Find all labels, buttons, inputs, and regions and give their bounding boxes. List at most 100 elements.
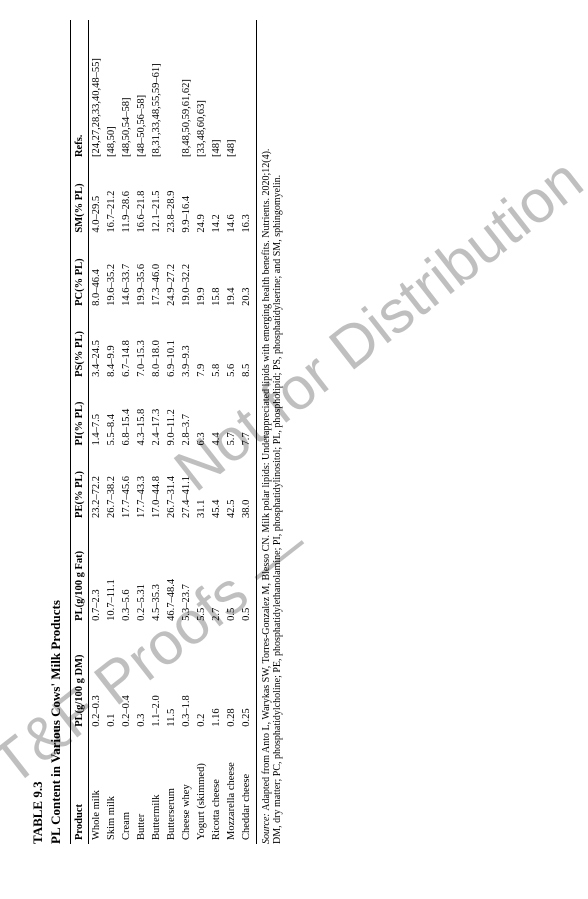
column-header: PI(% PL)	[71, 381, 89, 450]
product-cell: Cream	[119, 731, 134, 844]
value-cell: [8,48,50,59,61,62]	[179, 20, 194, 161]
value-cell: 3.4–24.5	[89, 310, 105, 381]
column-header: PS(% PL)	[71, 310, 89, 381]
table-title: PL Content in Various Cows' Milk Product…	[48, 20, 64, 844]
value-cell: 4.5–35.3	[149, 522, 164, 625]
value-cell: 0.1	[104, 625, 119, 731]
value-cell: 15.8	[209, 237, 224, 310]
table-row: Cream0.2–0.40.3–5.617.7–45.66.8–15.46.7–…	[119, 20, 134, 844]
column-header: PC(% PL)	[71, 237, 89, 310]
value-cell: 14.6	[224, 161, 239, 237]
product-cell: Yogurt (skimmed)	[194, 731, 209, 844]
column-header: Product	[71, 731, 89, 844]
value-cell: 17.7–43.3	[134, 449, 149, 521]
value-cell: 24.9–27.2	[164, 237, 179, 310]
product-cell: Skim milk	[104, 731, 119, 844]
value-cell: 6.7–14.8	[119, 310, 134, 381]
value-cell: 19.6–35.2	[104, 237, 119, 310]
value-cell: 0.3	[134, 625, 149, 731]
product-cell: Mozzarella cheese	[224, 731, 239, 844]
value-cell: 4.4	[209, 381, 224, 450]
column-header: PL(g/100 g DM)	[71, 625, 89, 731]
value-cell	[164, 20, 179, 161]
value-cell: 4.0–29.5	[89, 161, 105, 237]
value-cell: 17.0–44.8	[149, 449, 164, 521]
product-cell: Butterserum	[164, 731, 179, 844]
value-cell: [24,27,28,33,40,48–55]	[89, 20, 105, 161]
value-cell: 12.1–21.5	[149, 161, 164, 237]
value-cell: 0.25	[239, 625, 257, 731]
value-cell: 5.5	[194, 522, 209, 625]
value-cell: 4.3–15.8	[134, 381, 149, 450]
source-text-2: DM, dry matter; PC, phosphatidylcholine;…	[272, 175, 283, 844]
value-cell: [33,48,60,63]	[194, 20, 209, 161]
column-header: SM(% PL)	[71, 161, 89, 237]
value-cell: 8.0–46.4	[89, 237, 105, 310]
value-cell: 2.8–3.7	[179, 381, 194, 450]
value-cell: 11.9–28.6	[119, 161, 134, 237]
value-cell: 11.5	[164, 625, 179, 731]
value-cell: 16.7–21.2	[104, 161, 119, 237]
column-header: PL(g/100 g Fat)	[71, 522, 89, 625]
product-cell: Cheddar cheese	[239, 731, 257, 844]
table-row: Cheese whey0.3–1.85.3–23.727.4–41.12.8–3…	[179, 20, 194, 844]
value-cell: 8.5	[239, 310, 257, 381]
value-cell: 7.9	[194, 310, 209, 381]
value-cell: 0.2–0.4	[119, 625, 134, 731]
value-cell: 17.7–45.6	[119, 449, 134, 521]
value-cell: 26.7–31.4	[164, 449, 179, 521]
value-cell: [48,50,54–58]	[119, 20, 134, 161]
value-cell: 10.7–11.1	[104, 522, 119, 625]
value-cell: 7.7	[239, 381, 257, 450]
value-cell: 8.0–18.0	[149, 310, 164, 381]
table-row: Yogurt (skimmed)0.25.531.16.37.919.924.9…	[194, 20, 209, 844]
product-cell: Butter	[134, 731, 149, 844]
value-cell: 0.2–0.3	[89, 625, 105, 731]
table-row: Skim milk0.110.7–11.126.7–38.25.5–8.48.4…	[104, 20, 119, 844]
value-cell: 7.0–15.3	[134, 310, 149, 381]
value-cell: 5.5–8.4	[104, 381, 119, 450]
source-label: Source:	[261, 813, 272, 844]
value-cell: 6.3	[194, 381, 209, 450]
value-cell: 6.8–15.4	[119, 381, 134, 450]
value-cell: 20.3	[239, 237, 257, 310]
value-cell: [48–50,56–58]	[134, 20, 149, 161]
value-cell: 38.0	[239, 449, 257, 521]
column-header: Refs.	[71, 20, 89, 161]
value-cell: 23.2–72.2	[89, 449, 105, 521]
value-cell: 19.9–35.6	[134, 237, 149, 310]
value-cell: 5.8	[209, 310, 224, 381]
value-cell: [48]	[209, 20, 224, 161]
value-cell: 16.6–21.8	[134, 161, 149, 237]
value-cell: 16.3	[239, 161, 257, 237]
table-row: Ricotta cheese1.162.745.44.45.815.814.2[…	[209, 20, 224, 844]
value-cell: 1.4–7.5	[89, 381, 105, 450]
table-source: Source: Adapted from Anto L, Warykas SW,…	[261, 20, 283, 844]
table-label: TABLE 9.3	[30, 20, 46, 844]
value-cell: 19.4	[224, 237, 239, 310]
value-cell: 17.3–46.0	[149, 237, 164, 310]
table-row: Buttermilk1.1–2.04.5–35.317.0–44.82.4–17…	[149, 20, 164, 844]
value-cell: 5.7	[224, 381, 239, 450]
value-cell: 23.8–28.9	[164, 161, 179, 237]
value-cell: 0.7–2.3	[89, 522, 105, 625]
value-cell: 14.2	[209, 161, 224, 237]
value-cell: 0.5	[239, 522, 257, 625]
pl-content-table: ProductPL(g/100 g DM)PL(g/100 g Fat)PE(%…	[70, 20, 257, 844]
product-cell: Buttermilk	[149, 731, 164, 844]
table-row: Mozzarella cheese0.280.542.55.75.619.414…	[224, 20, 239, 844]
value-cell: 0.5	[224, 522, 239, 625]
value-cell: 0.2	[194, 625, 209, 731]
value-cell: 19.9	[194, 237, 209, 310]
value-cell: 42.5	[224, 449, 239, 521]
value-cell: 8.4–9.9	[104, 310, 119, 381]
value-cell: 0.28	[224, 625, 239, 731]
value-cell: 9.0–11.2	[164, 381, 179, 450]
value-cell: 27.4–41.1	[179, 449, 194, 521]
value-cell: 2.4–17.3	[149, 381, 164, 450]
product-cell: Whole milk	[89, 731, 105, 844]
value-cell: 46.7–48.4	[164, 522, 179, 625]
value-cell: 45.4	[209, 449, 224, 521]
value-cell: [8,31,33,48,55,59–61]	[149, 20, 164, 161]
value-cell: 26.7–38.2	[104, 449, 119, 521]
